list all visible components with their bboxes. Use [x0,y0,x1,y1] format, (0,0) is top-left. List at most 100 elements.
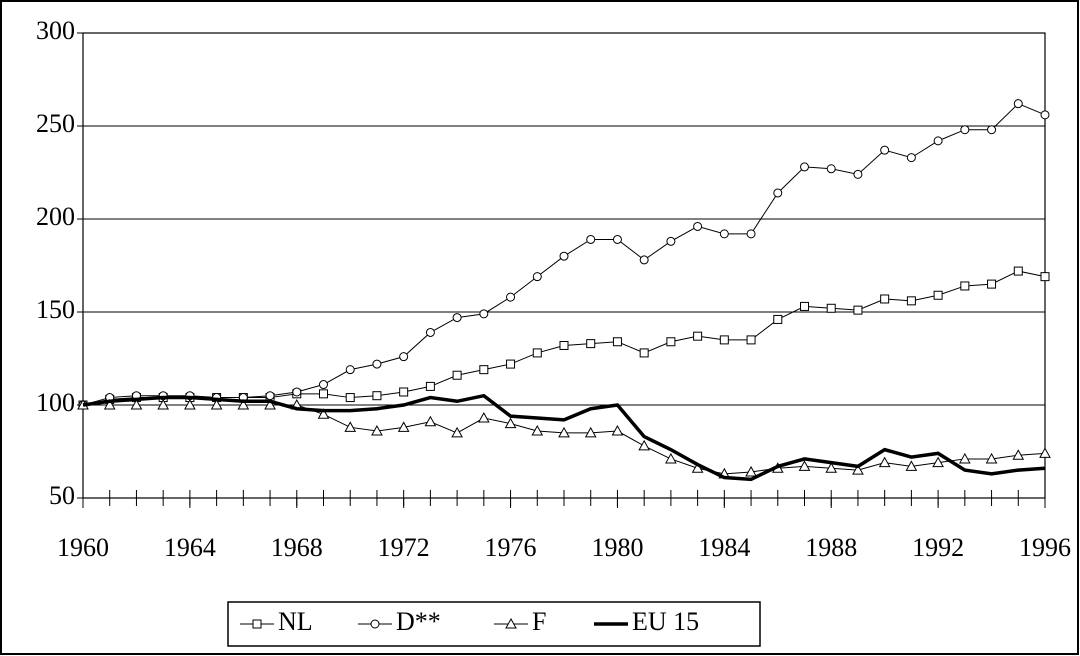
marker [1013,266,1023,276]
y-tick-label: 300 [36,16,75,45]
marker [987,279,997,289]
x-tick-label: 1964 [164,533,216,562]
marker [906,153,916,163]
marker [852,464,864,475]
marker [399,387,409,397]
marker [826,164,836,174]
x-tick-label: 1996 [1019,533,1071,562]
legend-label: D** [396,607,441,636]
marker [905,460,918,471]
marker [1013,99,1023,109]
marker [425,381,435,391]
marker [773,188,783,198]
marker [666,337,676,347]
marker [719,335,729,345]
marker [958,452,971,464]
x-tick-label: 1972 [378,533,430,562]
marker [1040,110,1050,120]
marker [584,426,597,438]
marker [317,408,330,419]
marker [880,145,890,155]
marker [693,221,703,231]
marker [800,301,809,311]
marker [960,281,970,291]
x-tick-label: 1984 [698,533,750,562]
marker [878,456,891,468]
marker [985,452,998,464]
marker [960,125,970,135]
marker [265,391,275,401]
marker [103,398,116,410]
x-tick-label: 1988 [805,533,857,562]
marker [559,340,569,350]
marker [505,617,517,629]
marker [691,462,704,473]
marker [932,456,944,468]
marker [372,391,382,401]
marker [1040,272,1050,282]
marker [452,370,462,380]
marker [880,294,890,304]
marker [612,234,622,244]
legend-label: F [532,607,546,636]
marker [264,398,276,410]
marker [773,314,783,324]
marker [370,619,380,629]
marker [479,309,489,319]
marker [639,348,649,358]
marker [745,465,757,477]
x-tick-label: 1980 [591,533,643,562]
marker [826,303,836,313]
marker [477,411,490,423]
marker [825,462,838,473]
marker [558,426,570,438]
marker [666,236,676,246]
marker [987,125,997,135]
marker [639,255,649,265]
marker [933,136,943,146]
marker [345,393,355,403]
marker [452,313,462,323]
marker [586,234,596,244]
marker [397,421,410,432]
plot [77,99,1051,482]
marker [184,398,196,410]
marker [719,229,729,239]
marker [532,348,542,358]
marker [612,337,622,347]
marker [372,359,382,369]
marker [853,305,863,315]
marker [665,452,677,464]
marker [532,272,542,282]
marker [559,251,569,261]
marker [531,425,544,436]
marker [746,335,756,345]
x-tick-label: 1976 [485,533,537,562]
marker [586,339,596,349]
legend-items: NL D** F EU 15 [240,607,699,636]
marker [638,439,651,451]
marker [344,421,357,432]
marker [425,327,435,337]
marker [504,417,517,429]
grid: 50 100 150 200 250 300 1960 1964 1968 1972 1976 198… [36,16,1071,562]
y-tick-label: 100 [36,388,75,417]
marker [252,619,262,629]
series-line [82,393,1046,482]
marker [157,398,170,410]
marker [371,425,383,436]
marker [130,398,143,410]
x-tick-label: 1992 [912,533,964,562]
y-tick-label: 250 [36,109,75,138]
marker [906,296,916,306]
y-tick-label: 150 [36,295,75,324]
marker [399,352,409,362]
x-tick-label: 1960 [57,533,109,562]
y-tick-label: 200 [36,202,75,231]
marker [506,292,516,302]
marker [798,460,811,471]
marker [611,425,624,436]
marker [292,387,302,397]
marker [479,365,489,375]
